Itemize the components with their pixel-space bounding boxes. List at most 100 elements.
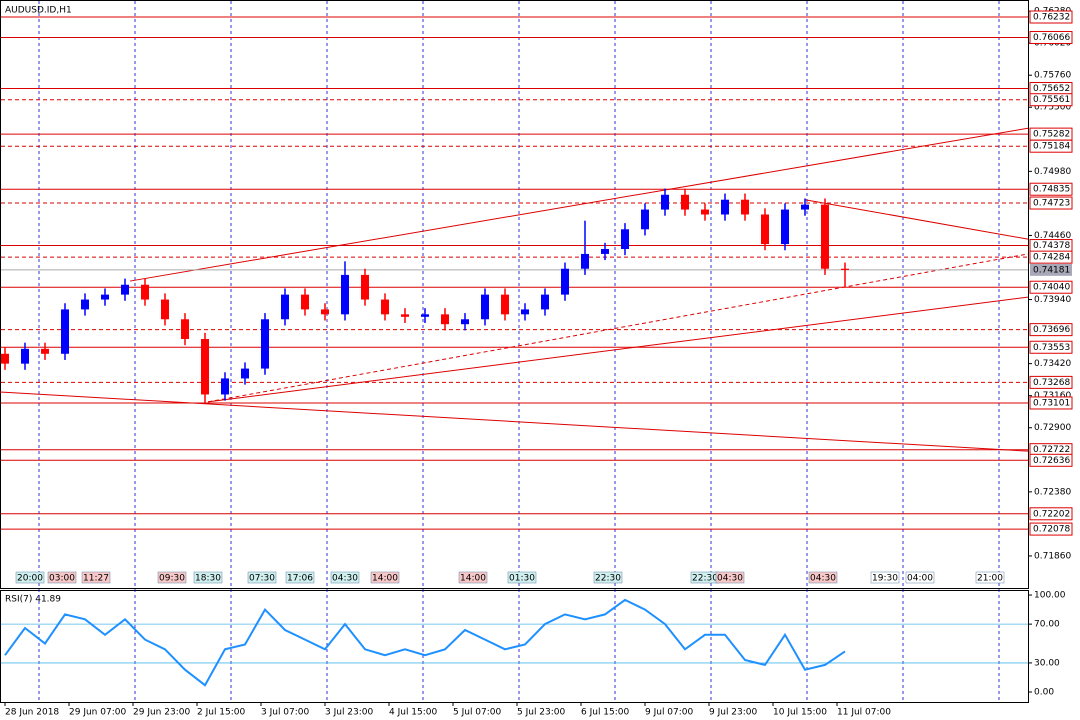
time-marker-label: 21:00 (977, 574, 1003, 584)
level-label: 0.73696 (1033, 325, 1070, 335)
level-label: 0.72722 (1033, 445, 1070, 455)
candle-body (121, 284, 129, 295)
level-label-box (1029, 522, 1073, 536)
time-marker-label: 19:30 (872, 574, 898, 584)
level-label: 0.75184 (1033, 142, 1070, 152)
candle-body (441, 314, 449, 325)
time-marker-label: 04:00 (907, 574, 933, 584)
time-marker-label: 07:30 (249, 574, 275, 584)
level-label-box (1029, 507, 1073, 521)
candle-body (421, 314, 429, 317)
time-marker-box (47, 571, 77, 584)
x-tick-label: 29 Jun 07:00 (69, 708, 126, 718)
time-marker-box (870, 571, 900, 584)
candle-body (501, 294, 509, 315)
candle-body (701, 209, 709, 215)
candle-body (481, 294, 489, 320)
level-label: 0.74835 (1033, 185, 1070, 195)
time-marker-label: 03:00 (49, 574, 75, 584)
time-marker-label: 11:27 (83, 574, 109, 584)
trendline (0, 391, 1029, 452)
level-label-box (1029, 323, 1073, 337)
candle-body (381, 299, 389, 315)
x-tick-label: 4 Jul 15:00 (389, 708, 438, 718)
x-tick-label: 11 Jul 07:00 (837, 708, 891, 718)
level-label: 0.73101 (1033, 398, 1070, 408)
level-label-box (1029, 93, 1073, 107)
level-label: 0.72078 (1033, 525, 1070, 535)
candle-body (181, 319, 189, 339)
time-marker-box (285, 571, 315, 584)
y-tick-label: 70.00 (1034, 620, 1060, 630)
time-marker-label: 04:30 (332, 574, 358, 584)
level-label-box (1029, 10, 1073, 24)
level-label-box (1029, 182, 1073, 196)
candle-body (281, 294, 289, 320)
candle-body (781, 209, 789, 245)
level-label: 0.76066 (1033, 33, 1070, 43)
candle-body (1, 353, 9, 364)
candle-body (561, 268, 569, 295)
candle-body (301, 294, 309, 310)
time-marker-box (330, 571, 360, 584)
x-tick-label: 5 Jul 07:00 (453, 708, 502, 718)
level-label: 0.72636 (1033, 456, 1070, 466)
candle-body (221, 378, 229, 395)
time-marker-label: 18:30 (195, 574, 221, 584)
candle-body (141, 284, 149, 300)
level-label-box (1029, 196, 1073, 210)
candle-body (321, 309, 329, 315)
trendline (207, 296, 1029, 403)
x-tick-label: 9 Jul 07:00 (645, 708, 694, 718)
time-marker-box (370, 571, 400, 584)
level-label: 0.75282 (1033, 130, 1070, 140)
candle-body (641, 209, 649, 230)
time-marker-label: 01:30 (509, 574, 535, 584)
candle-body (741, 199, 749, 215)
time-marker-box (458, 571, 488, 584)
trendline (129, 127, 1029, 282)
time-marker-label: 14:00 (460, 574, 486, 584)
level-label: 0.75652 (1033, 84, 1070, 94)
time-marker-label: 22:30 (595, 574, 621, 584)
x-tick-label: 28 Jun 2018 (5, 708, 59, 718)
candle-body (341, 274, 349, 315)
candle-body (581, 253, 589, 269)
candle-body (41, 348, 49, 354)
candle-body (521, 309, 529, 315)
time-marker-box (905, 571, 935, 584)
level-label: 0.74723 (1033, 199, 1070, 209)
candle-body (81, 299, 89, 310)
trendline (207, 253, 1029, 403)
time-marker-box (81, 571, 111, 584)
y-tick-label: 30.00 (1034, 658, 1060, 668)
y-tick-label: 0.73160 (1034, 391, 1071, 401)
y-tick-label: 0.72900 (1034, 423, 1071, 433)
y-tick-label: 0.75760 (1034, 71, 1071, 81)
y-tick-label: 0.72380 (1034, 487, 1071, 497)
level-label-box (1029, 453, 1073, 467)
candle-body (101, 294, 109, 300)
candle-body (721, 199, 729, 215)
current-price-label: 0.74181 (1033, 265, 1070, 275)
candle-body (801, 204, 809, 210)
time-marker-label: 22:30 (692, 574, 718, 584)
candle-body (21, 348, 29, 364)
level-label-box (1029, 280, 1073, 294)
time-marker-label: 20:00 (17, 574, 43, 584)
candle-body (681, 194, 689, 210)
candle-body (821, 204, 829, 269)
x-tick-label: 5 Jul 23:00 (517, 708, 566, 718)
candle-body (601, 249, 609, 254)
candle-body (461, 319, 469, 325)
y-tick-label: 0.74460 (1034, 231, 1071, 241)
time-marker-label: 09:30 (159, 574, 185, 584)
level-label-box (1029, 139, 1073, 153)
level-label: 0.73268 (1033, 378, 1070, 388)
candle-body (361, 274, 369, 300)
y-tick-label: 0.73420 (1034, 359, 1071, 369)
x-tick-label: 29 Jun 23:00 (133, 708, 190, 718)
level-label-box (1029, 375, 1073, 389)
trendline (804, 199, 1029, 240)
